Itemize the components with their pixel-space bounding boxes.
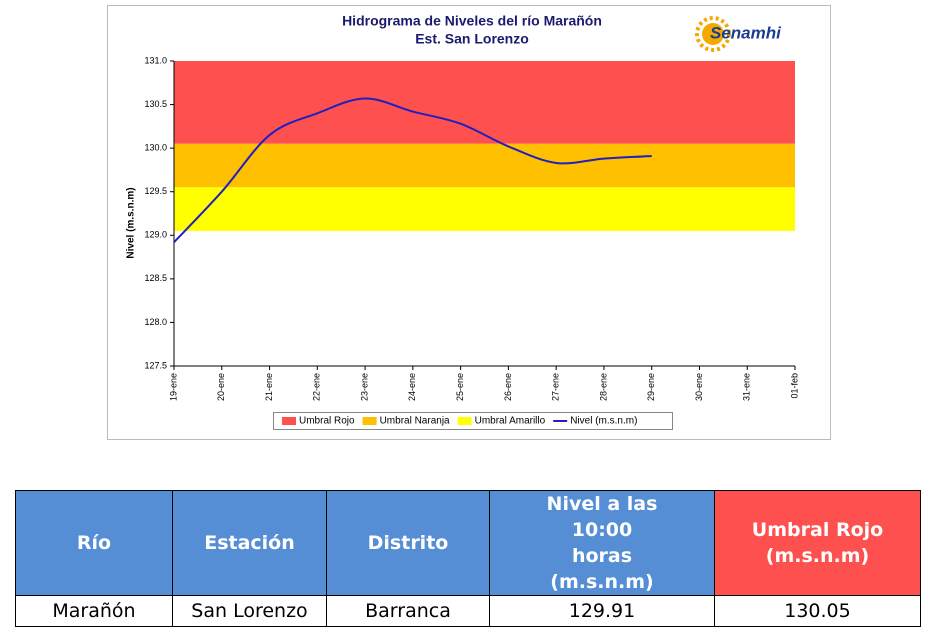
x-tick-label: 23-ene	[359, 373, 369, 401]
x-tick-label: 24-ene	[407, 373, 417, 401]
legend-swatch	[362, 417, 377, 425]
y-axis-label: Nivel (m.s.n.m)	[126, 187, 137, 258]
y-tick-label: 128.0	[144, 317, 167, 327]
legend-label: Umbral Amarillo	[475, 416, 546, 427]
cell: 130.05	[714, 595, 921, 627]
threshold-band	[174, 187, 795, 231]
x-tick-label: 27-ene	[551, 373, 561, 401]
legend-swatch	[282, 417, 296, 425]
x-tick-label: 29-ene	[646, 373, 656, 401]
y-tick-label: 129.0	[144, 230, 167, 240]
x-tick-label: 20-ene	[216, 373, 226, 401]
header-cell: Estación	[172, 490, 327, 596]
legend-label: Nivel (m.s.n.m)	[570, 416, 637, 427]
legend: Umbral Rojo Umbral Naranja Umbral Amarillo…	[273, 412, 673, 430]
series-line	[173, 97, 652, 243]
legend-label: Umbral Naranja	[380, 416, 450, 427]
header-cell: Nivel a las 10:00 horas (m.s.n.m)	[489, 490, 715, 596]
chart-subtitle: Est. San Lorenzo	[415, 31, 529, 47]
x-tick-label: 01-feb	[789, 373, 799, 399]
table-header: Río Estación Distrito Nivel a las 10:00 …	[15, 490, 921, 596]
cell: Marañón	[15, 595, 173, 627]
y-tick-label: 130.0	[144, 143, 167, 153]
threshold-band	[174, 143, 795, 188]
table-row: Marañón San Lorenzo Barranca 129.91 130.…	[15, 595, 921, 627]
cell: San Lorenzo	[172, 595, 327, 627]
logo-text: Senamhi	[710, 23, 782, 42]
y-tick-label: 130.5	[144, 99, 167, 109]
x-tick-label: 26-ene	[503, 373, 513, 401]
page: Hidrograma de Niveles del río Marañón Es…	[15, 5, 921, 627]
chart: Hidrograma de Niveles del río Marañón Es…	[107, 5, 831, 440]
header-cell: Distrito	[326, 490, 490, 596]
threshold-band	[174, 61, 795, 144]
x-tick-label: 25-ene	[455, 373, 465, 401]
x-tick-label: 28-ene	[598, 373, 608, 401]
header-cell: Umbral Rojo (m.s.n.m)	[714, 490, 921, 596]
legend-frame	[273, 412, 673, 430]
x-tick-label: 21-ene	[264, 373, 274, 401]
cell: 129.91	[489, 595, 715, 627]
table: Río Estación Distrito Nivel a las 10:00 …	[15, 490, 921, 627]
y-tick-label: 131.0	[144, 55, 167, 65]
x-tick-label: 19-ene	[168, 373, 178, 401]
cell: Barranca	[326, 595, 490, 627]
x-tick-label: 30-ene	[694, 373, 704, 401]
x-tick-label: 31-ene	[742, 373, 752, 401]
legend-label: Umbral Rojo	[299, 416, 355, 427]
legend-swatch	[457, 417, 472, 425]
y-tick-label: 129.5	[144, 186, 167, 196]
y-tick-label: 128.5	[144, 273, 167, 283]
header-cell: Río	[15, 490, 173, 596]
logo-icon	[695, 16, 731, 52]
y-tick-label: 127.5	[144, 360, 167, 370]
x-tick-label: 22-ene	[312, 373, 322, 401]
chart-title: Hidrograma de Niveles del río Marañón	[342, 13, 602, 29]
